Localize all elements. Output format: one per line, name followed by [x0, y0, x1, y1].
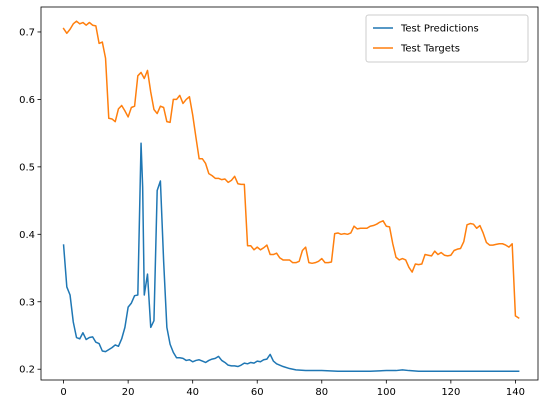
plot-area [62, 20, 520, 372]
y-tick-label: 0.2 [19, 365, 35, 376]
x-tick-label: 40 [186, 387, 199, 398]
x-tick-label: 20 [122, 387, 135, 398]
series-line-0 [62, 142, 520, 372]
axes: 0 20 40 60 80 100 120 140 0.2 0.3 0.4 0.5 0.6 0.7 [19, 6, 539, 398]
y-tick-label: 0.7 [19, 27, 35, 38]
y-tick-label: 0.3 [19, 297, 35, 308]
x-tick-label: 0 [60, 387, 66, 398]
x-tick-label: 100 [377, 387, 396, 398]
x-tick-label: 80 [315, 387, 328, 398]
y-tick-label: 0.6 [19, 95, 35, 106]
x-tick-label: 140 [506, 387, 525, 398]
axes-frame [40, 6, 539, 381]
y-tick-label: 0.4 [19, 230, 35, 241]
legend-box [365, 14, 529, 63]
legend-label-0: Test Predictions [400, 24, 479, 35]
y-tick-label: 0.5 [19, 162, 35, 173]
series-line-1 [62, 20, 520, 319]
x-tick-label: 120 [441, 387, 460, 398]
x-tick-label: 60 [251, 387, 264, 398]
legend: Test Predictions Test Targets [365, 14, 529, 63]
legend-label-1: Test Targets [400, 44, 460, 55]
